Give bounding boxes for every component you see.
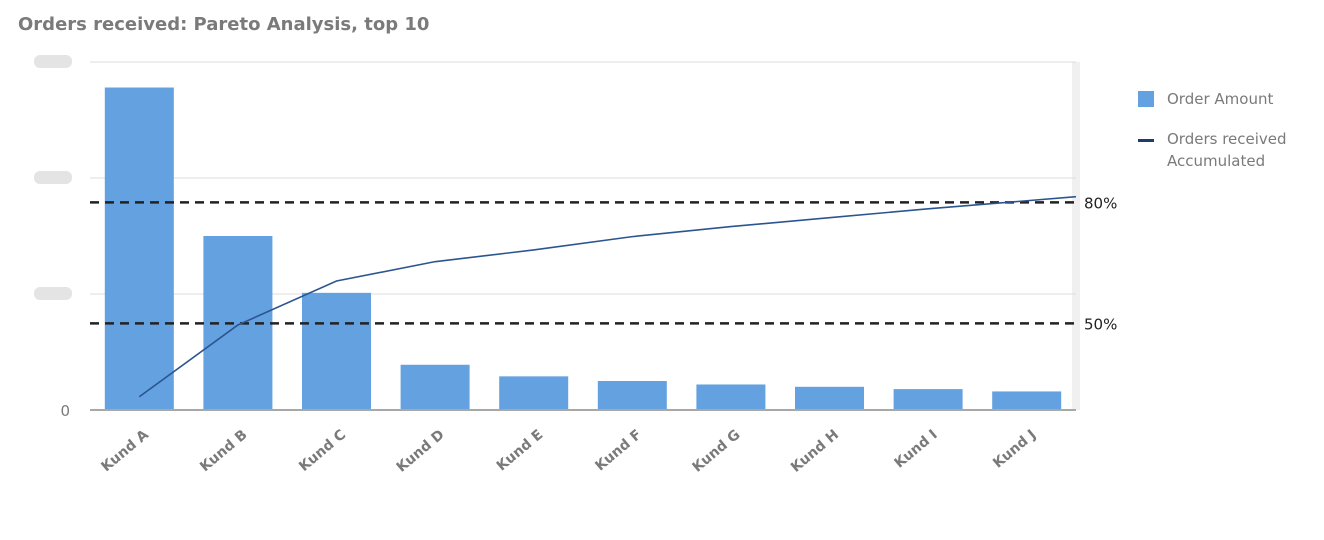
right-axis-label: 80% (1084, 194, 1117, 212)
bar-kund-a (104, 87, 174, 411)
x-tick-label: Kund J (990, 427, 1039, 472)
chart-title: Orders received: Pareto Analysis, top 10 (18, 14, 430, 35)
legend-item-order-amount[interactable]: Order Amount (1138, 88, 1297, 110)
bar-kund-h (795, 386, 864, 410)
y-tick-label-blurred (34, 171, 72, 184)
x-tick-label: Kund D (394, 427, 448, 476)
legend-item-accumulated[interactable]: Orders received Accumulated (1138, 128, 1297, 172)
bar-swatch-icon (1138, 91, 1154, 107)
y-tick-label-blurred (34, 287, 72, 300)
x-tick-label: Kund H (788, 427, 842, 476)
bar-kund-f (597, 381, 667, 410)
bar-kund-d (400, 364, 470, 410)
bar-kund-g (696, 384, 766, 410)
x-tick-label: Kund F (592, 427, 644, 475)
x-tick-label: Kund A (98, 427, 152, 476)
accumulated-line (138, 195, 1077, 398)
x-tick-label: Kund C (296, 427, 349, 475)
x-tick-label: Kund G (690, 427, 744, 476)
bar-kund-e (499, 376, 569, 410)
x-tick-label: Kund E (494, 427, 546, 475)
bar-kund-c (302, 292, 371, 410)
right-axis-label: 50% (1084, 315, 1117, 333)
line-swatch-icon (1138, 139, 1154, 142)
x-tick-label: Kund I (892, 427, 941, 472)
y-tick-label: 0 (60, 402, 70, 420)
bar-kund-i (893, 389, 963, 410)
bar-kund-j (992, 391, 1062, 410)
legend: Order Amount Orders received Accumulated (1138, 88, 1297, 190)
y-tick-label-blurred (34, 55, 72, 68)
x-tick-label: Kund B (197, 427, 250, 475)
